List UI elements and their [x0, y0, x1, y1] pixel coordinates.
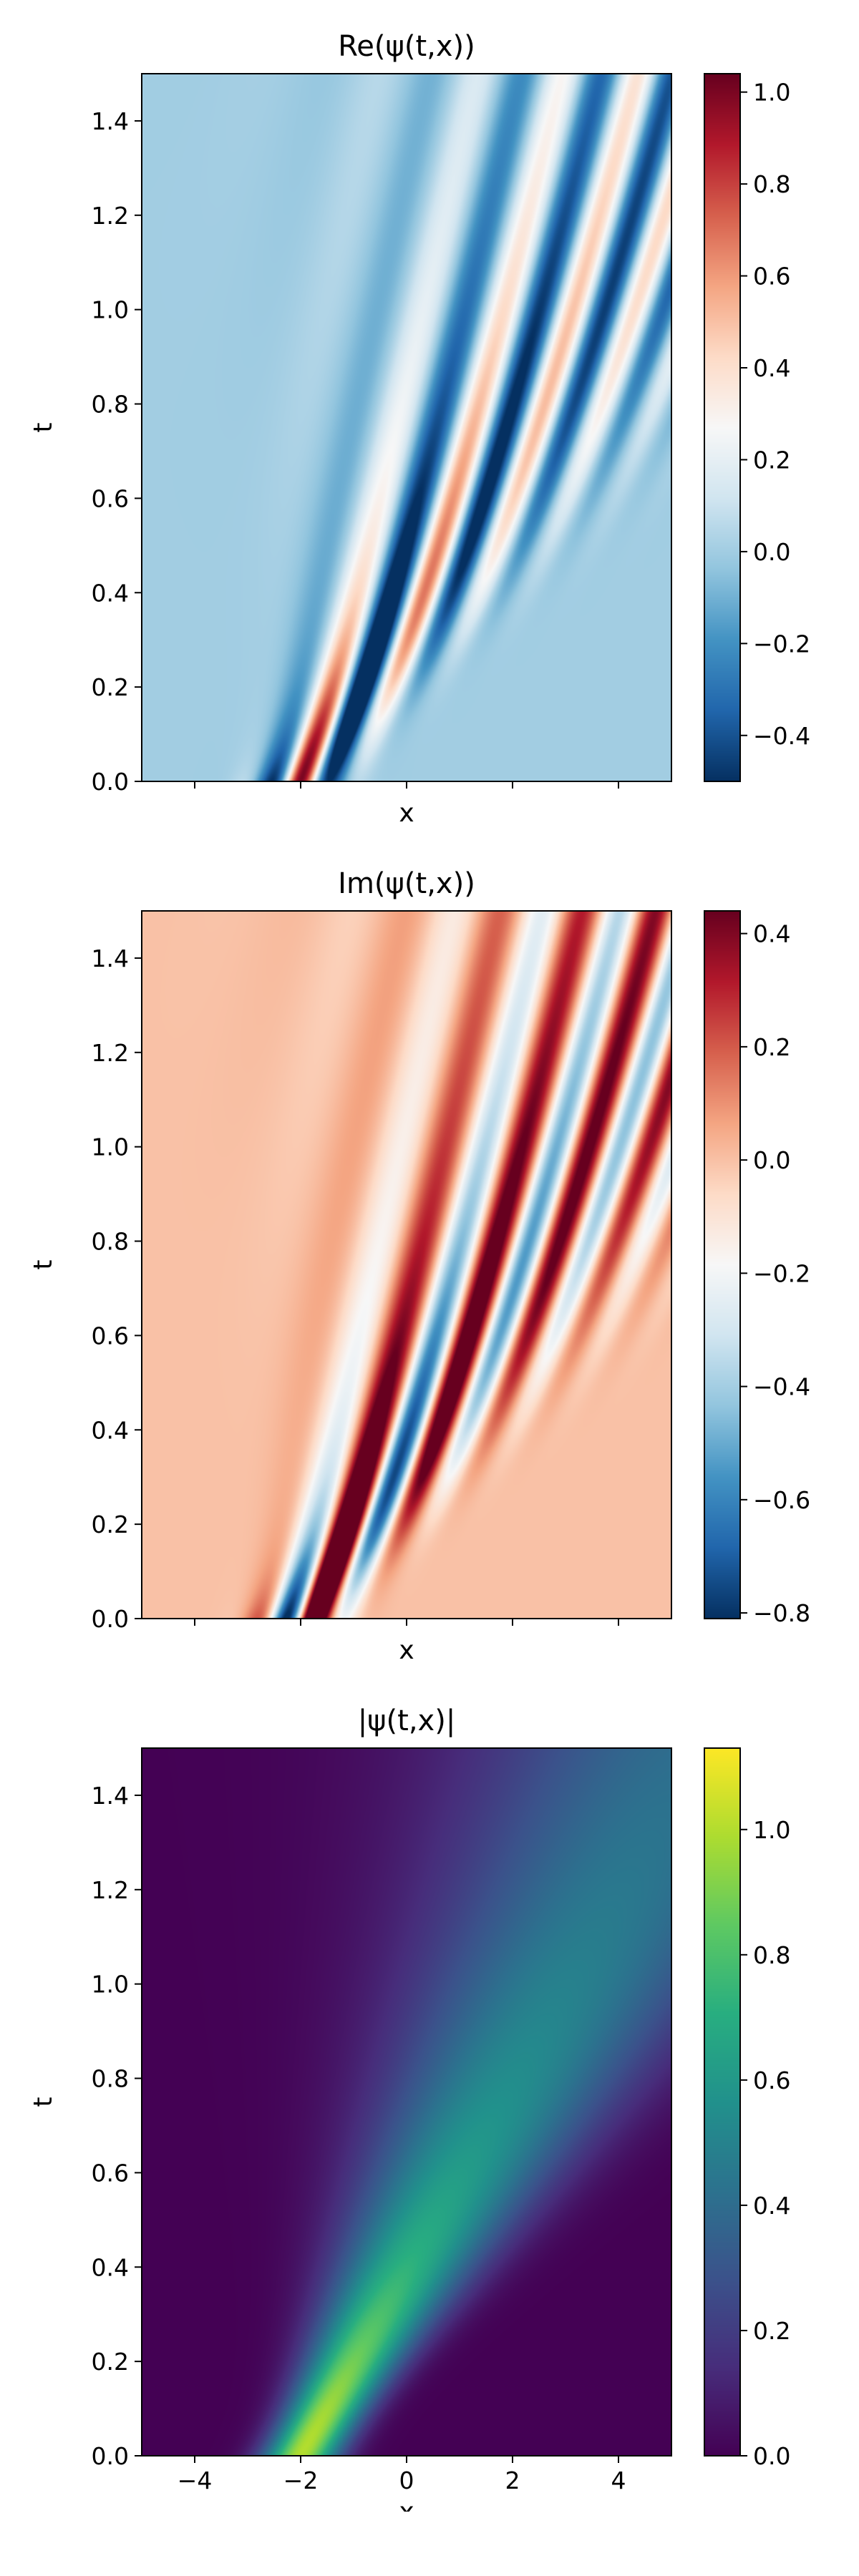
chart-panel-2: Im(ψ(t,x)) x 0.0 0.2 0.4 0.6 0.8 1.0 1.2 1.4 t −0.8… — [0, 837, 859, 1674]
y-tick-label: 0.6 — [92, 484, 129, 512]
plot-frame — [141, 73, 672, 782]
colorbar-tick-label: 0.6 — [753, 263, 790, 291]
y-axis-label: t — [29, 1259, 58, 1269]
y-tick-label: 0.6 — [92, 1322, 129, 1350]
colorbar-gradient — [704, 911, 740, 1619]
y-tick-label: 1.0 — [92, 1971, 129, 1999]
colorbar-gradient — [704, 74, 740, 781]
axes-overlay: |ψ(t,x)| −4 −2 0 2 4 x 0.0 0.2 0.4 0.6 0.8 1.0 1.2 1.4… — [29, 1704, 790, 2512]
y-axis-label: t — [29, 422, 58, 432]
x-tick-label: −2 — [283, 2467, 319, 2494]
heatmap-image — [142, 74, 671, 781]
colorbar-frame — [704, 910, 741, 1619]
y-tick-label: 0.8 — [92, 391, 129, 419]
x-axis-label: x — [399, 799, 414, 828]
y-tick-label: 0.4 — [92, 579, 129, 607]
x-axis-label: x — [399, 1636, 414, 1665]
chart-title: Re(ψ(t,x)) — [338, 30, 475, 63]
y-tick-label: 1.4 — [92, 1782, 129, 1810]
heatmap-image — [142, 911, 671, 1619]
y-tick-label: 0.6 — [92, 2159, 129, 2187]
y-tick-label: 0.4 — [92, 2253, 129, 2281]
y-tick-label: 0.8 — [92, 1228, 129, 1256]
colorbar-frame — [704, 1747, 741, 2457]
plot-frame — [141, 1747, 672, 2457]
y-tick-label: 1.0 — [92, 1133, 129, 1161]
colorbar-tick-label: 0.0 — [753, 538, 790, 566]
chart-title: Im(ψ(t,x)) — [338, 867, 475, 900]
y-tick-label: 0.0 — [92, 2442, 129, 2470]
x-tick-label: 2 — [505, 2467, 520, 2494]
x-tick-label: −4 — [178, 2467, 213, 2494]
y-tick-label: 0.0 — [92, 1605, 129, 1633]
y-tick-label: 0.0 — [92, 768, 129, 796]
y-tick-label: 0.2 — [92, 2348, 129, 2376]
colorbar-tick-label: −0.2 — [753, 1259, 810, 1287]
x-axis-label: x — [399, 2497, 414, 2512]
y-tick-label: 1.2 — [92, 202, 129, 230]
colorbar-tick-label: 0.4 — [753, 354, 790, 382]
x-tick-label: 0 — [399, 2467, 414, 2494]
colorbar-tick-label: 0.2 — [753, 2317, 790, 2345]
colorbar-tick-label: −0.4 — [753, 722, 810, 750]
y-tick-label: 0.8 — [92, 2065, 129, 2093]
y-tick-label: 1.0 — [92, 296, 129, 324]
colorbar-frame — [704, 73, 741, 782]
colorbar-tick-label: 1.0 — [753, 1816, 790, 1844]
colorbar-tick-label: −0.6 — [753, 1486, 810, 1514]
heatmap-image — [142, 1748, 671, 2456]
plot-frame — [141, 910, 672, 1619]
y-tick-label: 1.4 — [92, 107, 129, 135]
colorbar-tick-label: 0.8 — [753, 170, 790, 198]
colorbar-tick-label: 0.0 — [753, 1146, 790, 1174]
colorbar-tick-label: 0.2 — [753, 1033, 790, 1061]
colorbar-tick-label: 1.0 — [753, 79, 790, 107]
y-tick-label: 0.2 — [92, 1511, 129, 1538]
colorbar-tick-label: −0.8 — [753, 1599, 810, 1627]
y-axis-label: t — [29, 2097, 58, 2107]
y-tick-label: 1.4 — [92, 945, 129, 972]
y-tick-label: 1.2 — [92, 1039, 129, 1067]
colorbar-tick-label: 0.6 — [753, 2067, 790, 2094]
colorbar-gradient — [704, 1748, 740, 2456]
chart-title: |ψ(t,x)| — [358, 1704, 456, 1737]
y-tick-label: 1.2 — [92, 1876, 129, 1904]
colorbar-tick-label: 0.2 — [753, 446, 790, 474]
chart-panel-3: |ψ(t,x)| −4 −2 0 2 4 x 0.0 0.2 0.4 0.6 0.8 1.0 1.2 1.4… — [0, 1674, 859, 2512]
colorbar-tick-label: 0.0 — [753, 2442, 790, 2470]
y-tick-label: 0.2 — [92, 673, 129, 701]
axes-overlay: Re(ψ(t,x)) x 0.0 0.2 0.4 0.6 0.8 1.0 1.2 1.4 t −0.4… — [29, 30, 810, 828]
colorbar-tick-label: −0.2 — [753, 630, 810, 658]
axes-overlay: Im(ψ(t,x)) x 0.0 0.2 0.4 0.6 0.8 1.0 1.2 1.4 t −0.8… — [29, 867, 810, 1665]
colorbar-tick-label: −0.4 — [753, 1373, 810, 1401]
chart-panel-1: Re(ψ(t,x)) x 0.0 0.2 0.4 0.6 0.8 1.0 1.2 1.4 t −0.4… — [0, 0, 859, 837]
colorbar-tick-label: 0.8 — [753, 1941, 790, 1969]
colorbar-tick-label: 0.4 — [753, 920, 790, 948]
colorbar-tick-label: 0.4 — [753, 2192, 790, 2220]
y-tick-label: 0.4 — [92, 1416, 129, 1444]
x-tick-label: 4 — [611, 2467, 626, 2494]
